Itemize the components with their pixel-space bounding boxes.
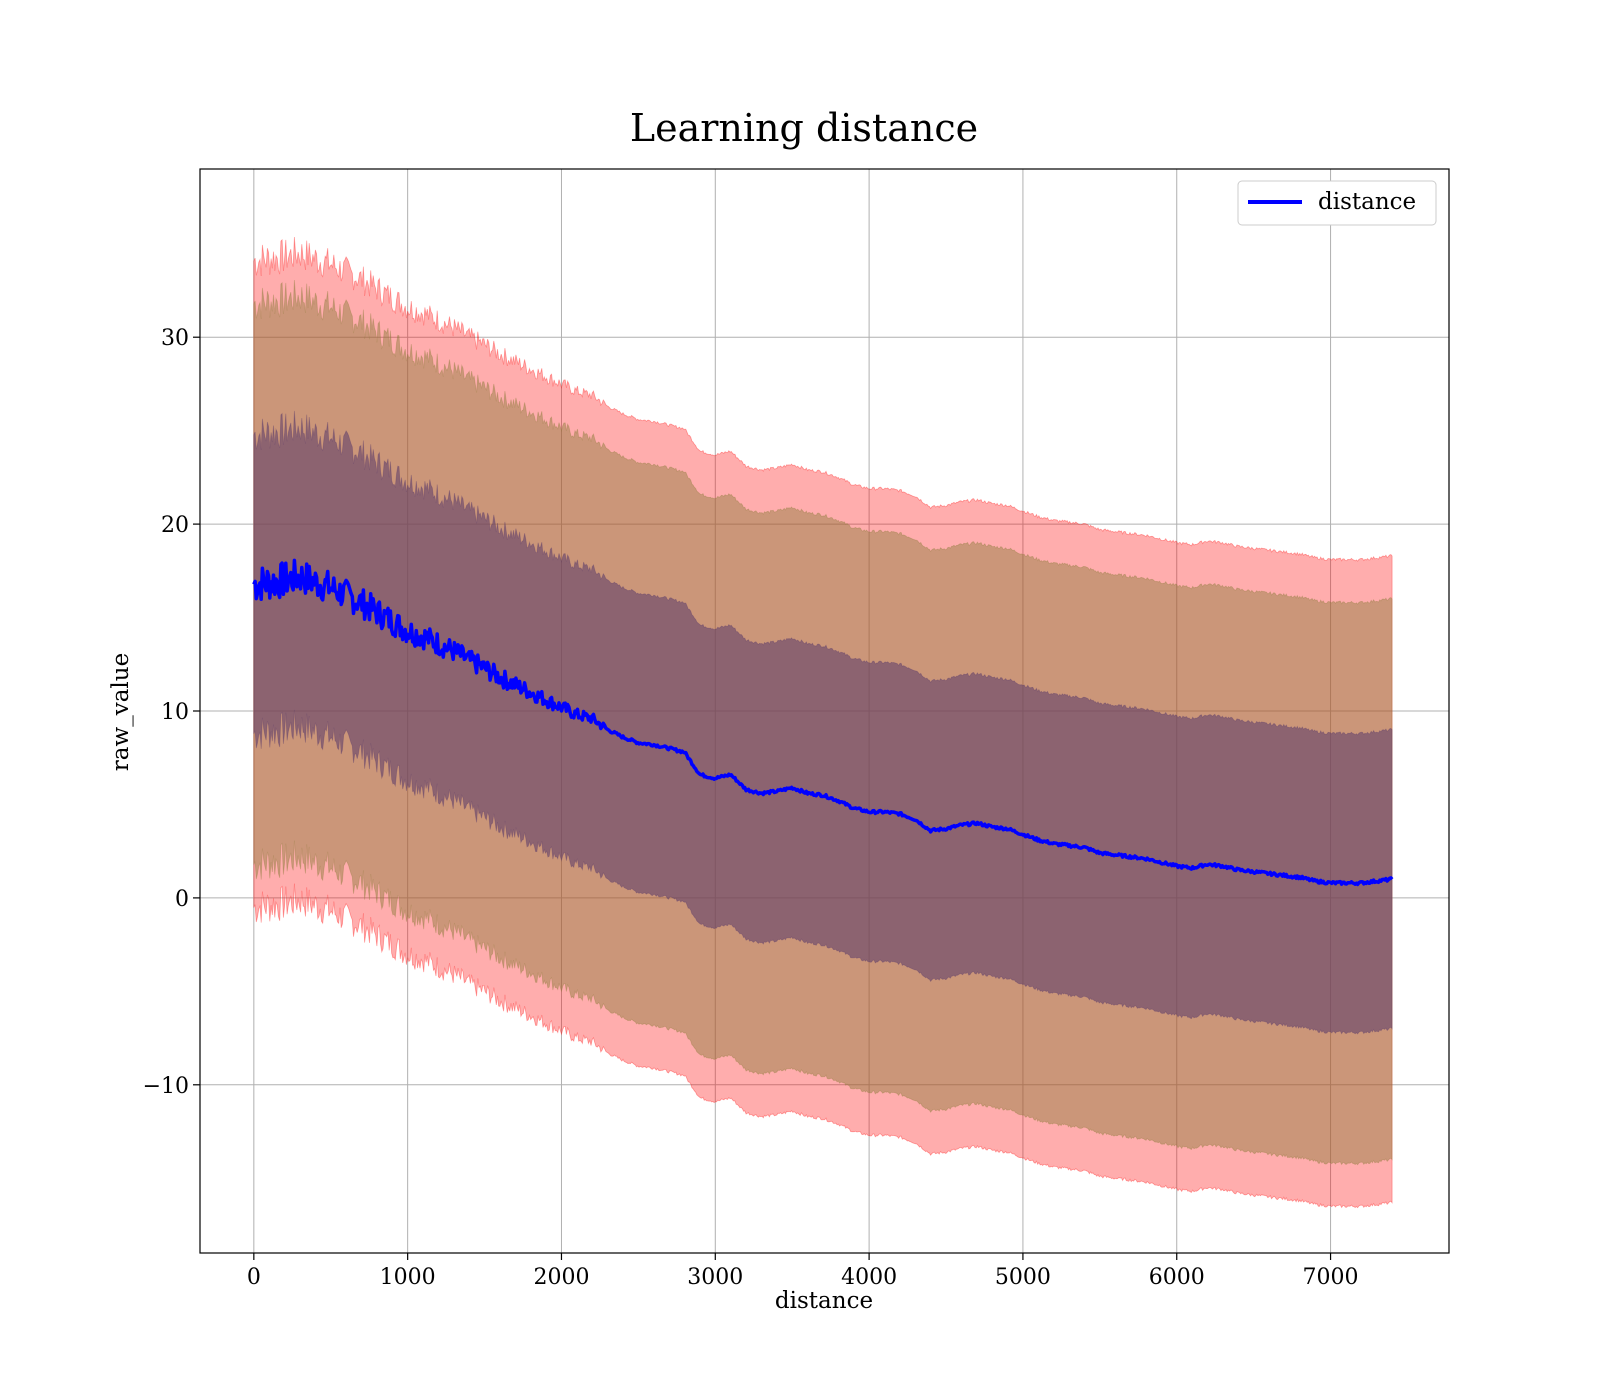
x-tick-label: 2000: [533, 1265, 589, 1290]
y-tick-label: 30: [161, 326, 189, 351]
y-tick-label: −10: [143, 1074, 189, 1099]
confidence-bands: [253, 236, 1393, 1209]
y-axis-ticks: −10 0 10 20 30: [143, 326, 200, 1099]
chart-title: Learning distance: [630, 106, 978, 150]
x-axis-ticks: 0 1000 2000 3000 4000 5000 6000 7000: [247, 1253, 1359, 1290]
legend-label-distance: distance: [1318, 189, 1416, 215]
y-tick-label: 0: [175, 887, 189, 912]
series-lines: [252, 558, 1394, 887]
x-tick-label: 7000: [1303, 1265, 1359, 1290]
x-tick-label: 0: [247, 1265, 261, 1290]
y-axis-label: raw_value: [108, 653, 134, 771]
x-tick-label: 1000: [380, 1265, 436, 1290]
legend-box: [1237, 180, 1437, 226]
band-2: [253, 410, 1393, 1035]
x-tick-label: 3000: [687, 1265, 743, 1290]
series-line-0: [252, 558, 1394, 887]
y-tick-label: 10: [161, 700, 189, 725]
x-tick-label: 5000: [995, 1265, 1051, 1290]
x-tick-label: 4000: [841, 1265, 897, 1290]
x-tick-label: 6000: [1149, 1265, 1205, 1290]
x-axis-label: distance: [775, 1288, 873, 1314]
legend: distance: [1237, 180, 1437, 226]
y-tick-label: 20: [161, 513, 189, 538]
